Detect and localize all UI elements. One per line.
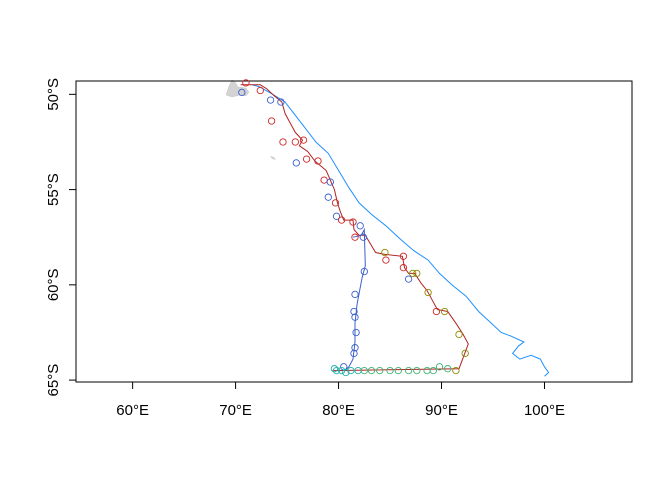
plot-frame [75,80,633,383]
x-tick-label: 60°E [116,402,149,419]
observation-point [331,199,340,207]
observation-point [424,288,432,297]
observation-point [376,366,384,375]
observation-point [413,269,421,278]
y-tick-label: 55°S [45,173,62,206]
island-shape [225,79,250,98]
observation-point [351,344,359,352]
observation-point [238,88,246,97]
observation-point [399,264,408,272]
observation-point [326,178,334,186]
y-tick-label: 50°S [45,78,62,111]
observation-point [292,159,300,167]
observation-point [337,216,346,224]
observation-point [337,366,346,375]
observation-point [347,366,355,375]
observation-point [351,233,359,241]
observation-point [351,313,359,321]
observation-point [440,307,449,316]
observation-point [461,349,469,358]
observation-point [404,275,413,283]
y-axis: 50°S 55°S 60°S 65°S [45,78,76,397]
observation-point [399,252,408,260]
observation-point [291,138,299,146]
observation-point [342,368,350,377]
observation-point [350,349,358,358]
observation-point [314,157,322,165]
observation-point [360,366,368,375]
observation-point [302,155,311,163]
observation-point [367,366,376,375]
observation-point [267,117,276,125]
observation-point [382,256,390,264]
y-tick-label: 60°S [45,268,62,301]
observation-point [359,233,367,241]
observation-point [409,269,417,278]
observation-point [330,365,339,373]
observation-point [299,136,308,144]
observation-points [238,79,469,377]
observation-point [432,307,441,316]
front-line [251,84,550,377]
observation-point [356,222,364,230]
observation-point [332,366,341,375]
observation-point [423,366,431,375]
observation-point [351,290,359,299]
x-tick-label: 100°E [524,402,565,419]
observation-point [242,79,250,87]
island-shape [270,156,276,160]
x-tick-label: 70°E [219,402,252,419]
observation-point [320,176,328,184]
inner-track-line [344,227,366,371]
observation-point [394,366,402,375]
x-axis: 60°E 70°E 80°E 90°E 100°E [116,382,565,419]
land-kerguelen [225,79,276,160]
observation-point [452,366,460,375]
observation-point [404,366,413,375]
observation-point [266,96,275,104]
observation-point [429,366,437,375]
observation-point [360,267,368,276]
observation-point [352,328,360,337]
observation-point [349,218,357,226]
observation-point [256,86,264,95]
x-tick-label: 90°E [425,402,458,419]
observation-point [332,212,341,220]
observation-point [324,193,332,201]
observation-point [444,365,452,373]
observation-point [277,98,285,106]
observation-point [386,366,394,375]
observation-point [350,307,358,316]
observation-point [455,330,463,339]
y-tick-label: 65°S [45,364,62,397]
observation-point [279,138,287,146]
observation-point [435,363,444,371]
observation-point [413,366,421,375]
observation-point [381,248,389,257]
x-tick-label: 80°E [322,402,355,419]
